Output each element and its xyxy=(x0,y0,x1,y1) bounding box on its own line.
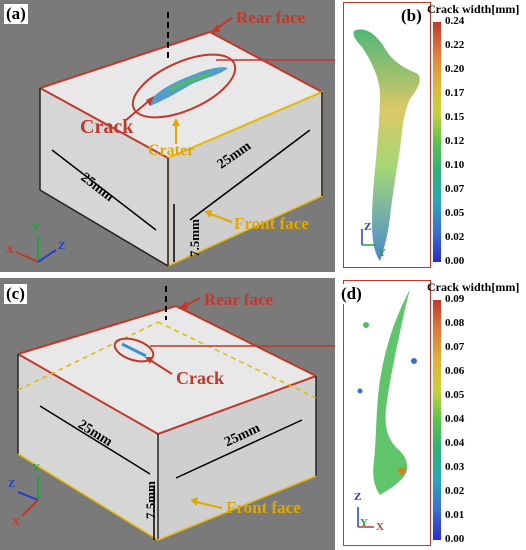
colorbar-d-tick-7: 0.03 xyxy=(445,461,465,473)
panel-d-axis-x: X xyxy=(376,521,384,533)
crack-ellipse-c xyxy=(113,337,155,363)
colorbar-b-tick-3: 0.17 xyxy=(445,87,465,99)
colorbar-b-tick-0: 0.24 xyxy=(445,15,465,27)
dim-height-label: 7.5mm xyxy=(186,219,202,257)
specimen-top-edge xyxy=(39,30,323,93)
rear-face-label-c: Rear face xyxy=(204,290,274,309)
colorbar-d-tick-9: 0.01 xyxy=(445,509,465,521)
rear-face-label: Rear face xyxy=(236,8,306,27)
colorbar-d-tick-1: 0.08 xyxy=(445,317,465,329)
axis-x-label-c: X xyxy=(12,516,20,528)
colorbar-d-tick-10: 0.00 xyxy=(445,533,465,545)
panel-c: (c) Rear face Crack Front face 25mm 25mm… xyxy=(0,278,335,550)
crater-label: Crater xyxy=(148,142,195,159)
panel-a-label: (a) xyxy=(4,4,28,24)
colorbar-d-tick-3: 0.06 xyxy=(445,365,465,377)
specimen-left-face-c xyxy=(18,354,158,540)
panel-b: Z Y (b) Crack width[mm] 0.24 0.22 0.20 0.17… xyxy=(343,2,524,270)
crack-body-b xyxy=(353,29,420,262)
axis-y-label: Y xyxy=(32,222,40,234)
panel-b-label: (b) xyxy=(399,6,424,26)
panel-b-axis-z: Z xyxy=(364,221,372,233)
panel-d: Z Y X (d) Crack width[mm] 0.09 0.08 0.07 0.… xyxy=(339,280,524,548)
panel-b-box: Z Y xyxy=(343,2,431,268)
panel-d-colorbar-title: Crack width[mm] xyxy=(427,280,520,294)
axis-z-label: Z xyxy=(58,240,66,252)
panel-b-axis-y: Y xyxy=(378,247,386,259)
colorbar-b-tick-2: 0.20 xyxy=(445,63,465,75)
panel-c-render xyxy=(0,278,335,550)
specimen-left-face xyxy=(40,88,168,266)
panel-d-crack-svg xyxy=(357,289,417,528)
axis-x-line xyxy=(15,251,39,263)
panel-c-label: (c) xyxy=(4,284,27,304)
panel-a-specimen-svg xyxy=(15,12,335,268)
colorbar-b-tick-5: 0.12 xyxy=(445,135,465,147)
panel-d-axis-y: Y xyxy=(360,517,368,529)
crack-ellipse xyxy=(131,53,237,119)
colorbar-b-tick-9: 0.02 xyxy=(445,231,465,243)
colorbar-b-tick-1: 0.22 xyxy=(445,39,465,51)
panel-b-crack-svg xyxy=(353,29,420,262)
crack-body-d xyxy=(373,289,410,495)
colorbar-b-tick-4: 0.15 xyxy=(445,111,465,123)
axis-z-label-c: Z xyxy=(8,478,16,490)
colorbar-b-tick-7: 0.07 xyxy=(445,183,465,195)
colorbar-d-tick-8: 0.02 xyxy=(445,485,465,497)
colorbar-d-tick-4: 0.05 xyxy=(445,389,465,401)
axis-x-label: X xyxy=(6,244,14,256)
colorbar-b-tick-6: 0.10 xyxy=(445,159,465,171)
panel-d-axis-z: Z xyxy=(354,491,362,503)
panel-a-render xyxy=(0,0,335,272)
crack-blob xyxy=(150,67,228,106)
panel-b-colorbar-title: Crack width[mm] xyxy=(427,2,520,16)
axis-x-line-c xyxy=(21,499,39,517)
crack-label-c: Crack xyxy=(176,368,224,388)
crack-label: Crack xyxy=(80,116,134,138)
colorbar-d-tick-5: 0.04 xyxy=(445,413,465,425)
colorbar-b-tick-10: 0.00 xyxy=(445,255,465,267)
front-face-label-c: Front face xyxy=(226,498,301,517)
colorbar-d-tick-2: 0.07 xyxy=(445,341,465,353)
colorbar-d-tick-0: 0.09 xyxy=(445,293,465,305)
colorbar-d-tick-6: 0.04 xyxy=(445,437,465,449)
panel-d-box: Z Y X xyxy=(343,280,431,546)
panel-b-colorbar xyxy=(433,22,441,262)
dim-height-label-c: 7.5mm xyxy=(142,481,158,519)
front-face-label: Front face xyxy=(234,214,309,233)
axis-y-label-c: Y xyxy=(32,462,40,474)
axis-z-line xyxy=(37,249,57,263)
panel-d-label: (d) xyxy=(339,284,364,304)
panel-d-colorbar xyxy=(433,300,441,540)
panel-c-specimen-svg xyxy=(17,286,335,541)
panel-a: (a) Rear face Crack Crater Front face 25… xyxy=(0,0,335,272)
colorbar-b-tick-8: 0.05 xyxy=(445,207,465,219)
axis-z-line-c xyxy=(17,491,39,501)
